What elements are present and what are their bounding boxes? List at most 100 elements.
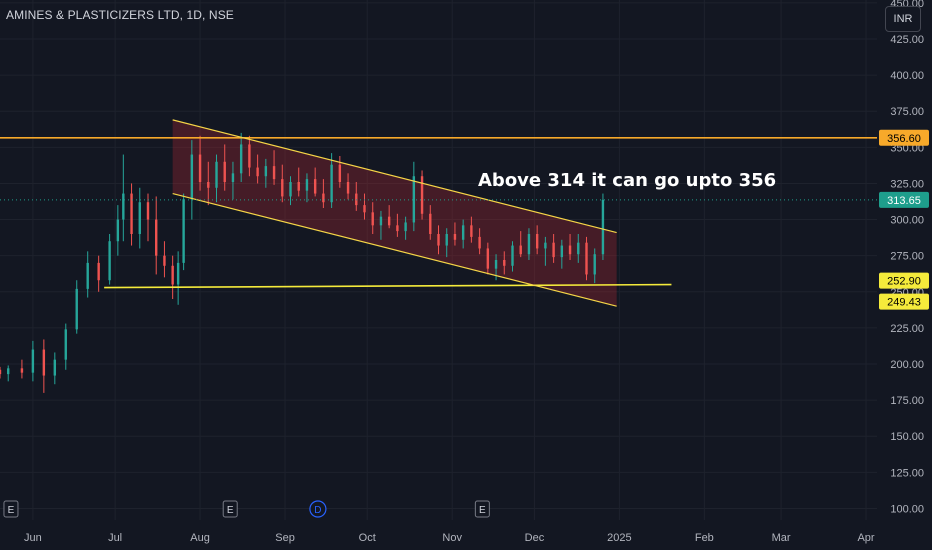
price-label-text: 249.43 [887, 297, 921, 309]
candle-body [552, 242, 555, 258]
grid-lines [0, 0, 877, 520]
candle-body [171, 265, 174, 285]
candle-body [264, 166, 268, 177]
price-label-text: 313.65 [887, 195, 921, 207]
candle-body [404, 222, 407, 232]
candle-body [585, 242, 588, 275]
candle-body [387, 216, 391, 226]
x-tick-label: Aug [190, 532, 210, 544]
earnings-marker [3, 500, 19, 518]
candle-body [281, 179, 284, 197]
earnings-marker [474, 500, 490, 518]
candle-body [215, 161, 218, 188]
time-axis[interactable]: Jun Jul Aug Sep Oct Nov Dec 2025 Feb Mar Apr [24, 532, 875, 544]
candle-body [503, 260, 506, 266]
support-line [104, 283, 672, 289]
candle-body [535, 234, 539, 249]
candle-body [544, 242, 547, 249]
candle-body [568, 245, 572, 255]
candle-body [122, 193, 125, 220]
candle-body [97, 262, 100, 281]
candle-body [396, 225, 399, 232]
candle-body [470, 225, 473, 237]
candle-body [20, 368, 24, 373]
candle-body [248, 144, 251, 168]
symbol-title[interactable]: AMINES & PLASTICIZERS LTD, 1D, NSE [6, 8, 234, 22]
candle-body [355, 193, 358, 206]
candle-body [256, 167, 259, 177]
price-label-channel-bottom [879, 293, 929, 310]
x-tick-label: Apr [857, 532, 874, 544]
candle-body [486, 248, 490, 269]
candle-body [593, 254, 596, 275]
candle-body [338, 164, 342, 182]
candle-body [305, 179, 309, 191]
price-label-support-line [879, 272, 929, 289]
candle-body [7, 368, 10, 375]
candle-body [138, 202, 141, 234]
candle-body [322, 193, 325, 203]
candle-body [64, 329, 67, 360]
candle-body [116, 219, 120, 242]
candle-body [231, 173, 235, 182]
y-tick-label: 375.00 [890, 106, 924, 118]
y-tick-label: 275.00 [890, 251, 924, 263]
candle-body [86, 262, 89, 289]
candle-body [190, 154, 194, 200]
earnings-marker-label: E [227, 505, 234, 516]
x-tick-label: Jul [108, 532, 122, 544]
y-tick-label: 425.00 [890, 34, 924, 46]
x-tick-label: Feb [695, 532, 714, 544]
x-tick-label: Nov [442, 532, 462, 544]
candle-body [371, 212, 374, 226]
y-tick-label: 400.00 [890, 70, 924, 82]
channel-fill [172, 119, 617, 307]
currency-button[interactable]: INR [885, 6, 921, 32]
candle-body [601, 199, 605, 255]
candle-body [412, 176, 416, 223]
y-tick-label: 300.00 [890, 215, 924, 227]
y-tick-label: 200.00 [890, 359, 924, 371]
candle-body [330, 164, 333, 203]
candle-body [182, 199, 185, 263]
candle-body [176, 262, 180, 285]
y-tick-label: 100.00 [890, 503, 924, 515]
y-tick-label: 325.00 [890, 178, 924, 190]
candle-body [75, 288, 78, 330]
x-tick-label: Oct [359, 532, 376, 544]
candle-body [297, 182, 300, 191]
candle-body [207, 182, 210, 188]
earnings-marker-label: E [479, 505, 486, 516]
candle-body [437, 234, 440, 246]
price-label-text: 252.90 [887, 276, 921, 288]
candle-body [198, 154, 202, 182]
price-axis[interactable]: 100.00125.00150.00175.00200.00225.00250.… [890, 0, 924, 515]
price-label-last-price [879, 191, 929, 208]
channel-upper-line [172, 119, 617, 234]
earnings-marker-label: E [8, 505, 15, 516]
candle-body [560, 245, 564, 258]
drawing-lines-group[interactable] [0, 119, 877, 307]
y-tick-label: 450.00 [890, 0, 924, 10]
candle-body [527, 234, 531, 255]
earnings-marker [222, 500, 238, 518]
x-tick-label: Dec [525, 532, 545, 544]
x-tick-label: Sep [275, 532, 295, 544]
candle-body [289, 182, 292, 197]
y-tick-label: 125.00 [890, 467, 924, 479]
candle-body [108, 241, 111, 281]
candle-body [429, 213, 432, 234]
candle-body [130, 193, 133, 234]
candle-body [0, 369, 2, 375]
x-tick-label: Mar [772, 532, 791, 544]
annotation-text[interactable]: Above 314 it can go upto 356 [478, 170, 777, 191]
candle-body [53, 359, 57, 376]
candle-body [511, 245, 514, 266]
x-tick-label: Jun [24, 532, 42, 544]
candle-body [146, 202, 150, 220]
price-labels: 356.60 313.65 252.90 249.43 [879, 129, 929, 310]
candle-body [313, 179, 317, 194]
candle-body [346, 182, 350, 194]
